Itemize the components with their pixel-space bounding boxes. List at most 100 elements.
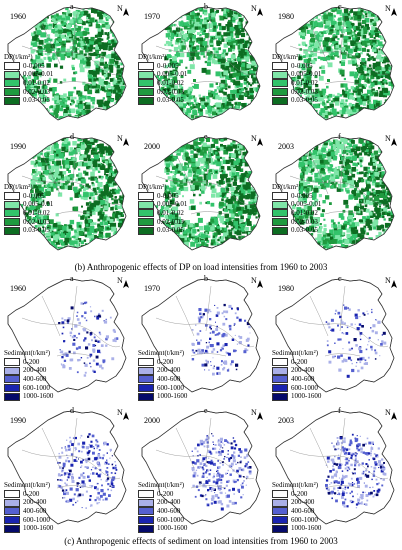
- legend-item: 0.03-0.05: [4, 96, 53, 105]
- legend-label: 600-1000: [157, 515, 184, 524]
- north-label: N: [251, 4, 257, 13]
- legend-title: Sediment(t/km²): [272, 481, 319, 489]
- legend-item: 200-400: [272, 498, 321, 508]
- legend-item: 0.005-0.01: [4, 200, 54, 210]
- legend-item: 0.005-0.01: [272, 70, 322, 80]
- legend-item: 400-600: [272, 507, 321, 516]
- year-label: 2003: [278, 142, 294, 151]
- year-label: 1980: [278, 284, 294, 293]
- legend-swatch: [138, 375, 154, 384]
- river-line: [324, 211, 361, 215]
- panel-letter: d: [70, 406, 74, 415]
- legend-label: 0.02-0.03: [157, 87, 184, 96]
- dp-map-1980: [275, 6, 397, 121]
- legend-item: 0.01-0.02: [272, 209, 321, 218]
- legend-swatch: [4, 226, 20, 235]
- legend-item: 0-0.005: [4, 62, 53, 71]
- legend-swatch: [138, 79, 154, 88]
- legend-swatch: [272, 490, 288, 499]
- legend-swatch: [4, 366, 20, 375]
- legend-label: 400-600: [157, 374, 181, 383]
- legend-label: 1000-1600: [291, 524, 322, 533]
- north-arrow-icon: [123, 8, 129, 16]
- year-label: 2000: [144, 416, 160, 425]
- legend-swatch: [4, 218, 20, 227]
- river-line: [339, 285, 346, 332]
- legend-item: 0.02-0.03: [4, 88, 53, 97]
- load-intensity-cells: [325, 433, 387, 509]
- load-intensity-cells: [325, 304, 387, 378]
- river-line: [289, 175, 389, 206]
- north-arrow-icon: [123, 412, 129, 420]
- legend-swatch: [138, 62, 154, 71]
- legend-swatch: [4, 524, 20, 533]
- legend-item: 200-400: [4, 498, 53, 508]
- year-label: 1970: [144, 12, 160, 21]
- dp-map-panel-2003: N 2003 f DP(t/km²) 0-0.005 0.005-0.01 0.01-0.0…: [270, 132, 400, 259]
- legend-label: 0.03-0.05: [157, 96, 184, 105]
- sed-legend: Sediment(t/km²) 0-200 200-400 400-600 600-10…: [138, 482, 187, 533]
- river-line: [190, 353, 227, 357]
- north-label: N: [385, 134, 391, 143]
- river-line: [175, 153, 195, 195]
- legend-label: 600-1000: [291, 383, 318, 392]
- load-intensity-cells: [191, 303, 251, 376]
- legend-item: 400-600: [4, 507, 53, 516]
- legend-item: 1000-1600: [272, 392, 321, 401]
- legend-item: 0.02-0.03: [272, 88, 321, 97]
- legend-label: 600-1000: [23, 515, 50, 524]
- legend-label: 0.03-0.05: [157, 226, 184, 235]
- legend-label: 0-200: [157, 357, 174, 366]
- legend-item: 1000-1600: [138, 392, 187, 401]
- dp-map-2003: [275, 136, 397, 251]
- legend-swatch: [272, 366, 288, 375]
- legend-swatch: [272, 192, 288, 201]
- dp-map-2000: [141, 136, 263, 251]
- river-line: [155, 45, 255, 76]
- river-line: [155, 449, 255, 480]
- legend-swatch: [272, 375, 288, 384]
- north-arrow-icon: [257, 8, 263, 16]
- legend-label: 0-200: [23, 489, 40, 498]
- legend-item: 0.01-0.02: [272, 79, 321, 88]
- legend-item: 0-200: [4, 358, 53, 367]
- dp-map-panel-1960: N 1960 a DP(t/km²) 0-0.005 0.005-0.01 0.01-0.0…: [2, 2, 132, 129]
- legend-item: 0.005-0.01: [4, 70, 53, 80]
- legend-swatch: [272, 226, 288, 235]
- legend-item: 1000-1600: [4, 392, 53, 401]
- dp-map-panel-2000: N 2000 e DP(t/km²) 0-0.005 0.005-0.01 0.01-0.0…: [136, 132, 266, 259]
- legend-item: 0-200: [272, 490, 321, 499]
- legend-item: 0.005-0.01: [272, 200, 321, 210]
- dp-legend: DP(t/km²) 0-0.005 0.005-0.01 0.01-0.02 0.02-…: [272, 54, 321, 105]
- river-line: [324, 353, 361, 357]
- legend-label: 0.005-0.01: [23, 200, 54, 209]
- legend-label: 0-0.005: [23, 191, 45, 200]
- north-arrow-icon: [391, 138, 397, 146]
- legend-swatch: [272, 62, 288, 71]
- legend-label: 0.005-0.01: [291, 70, 322, 79]
- river-line: [324, 81, 361, 85]
- legend-item: 600-1000: [138, 384, 187, 393]
- river-line: [324, 485, 361, 489]
- legend-item: 0.005-0.01: [138, 200, 187, 210]
- load-intensity-cells: [57, 433, 118, 509]
- legend-label: 1000-1600: [157, 524, 188, 533]
- river-line: [56, 485, 93, 489]
- legend-label: 0.02-0.03: [157, 217, 184, 226]
- panel-letter: a: [70, 2, 74, 11]
- legend-title: Sediment(t/km²): [4, 481, 51, 489]
- dp-caption: (b) Anthropogenic effects of DP on load …: [74, 262, 328, 272]
- dp-map-1990: [7, 136, 129, 251]
- legend-swatch: [4, 498, 20, 507]
- river-line: [56, 353, 93, 357]
- legend-label: 0-200: [23, 357, 40, 366]
- panel-letter: b: [204, 274, 208, 283]
- legend-swatch: [138, 88, 154, 97]
- sed-map-panel-2000: N 2000 e Sediment(t/km²) 0-200 200-400 400-600…: [136, 406, 266, 533]
- legend-title: Sediment(t/km²): [4, 349, 51, 357]
- river-line: [175, 295, 195, 337]
- legend-swatch: [138, 200, 154, 209]
- legend-swatch: [272, 200, 288, 209]
- legend-swatch: [138, 192, 154, 201]
- panel-letter: e: [204, 132, 208, 141]
